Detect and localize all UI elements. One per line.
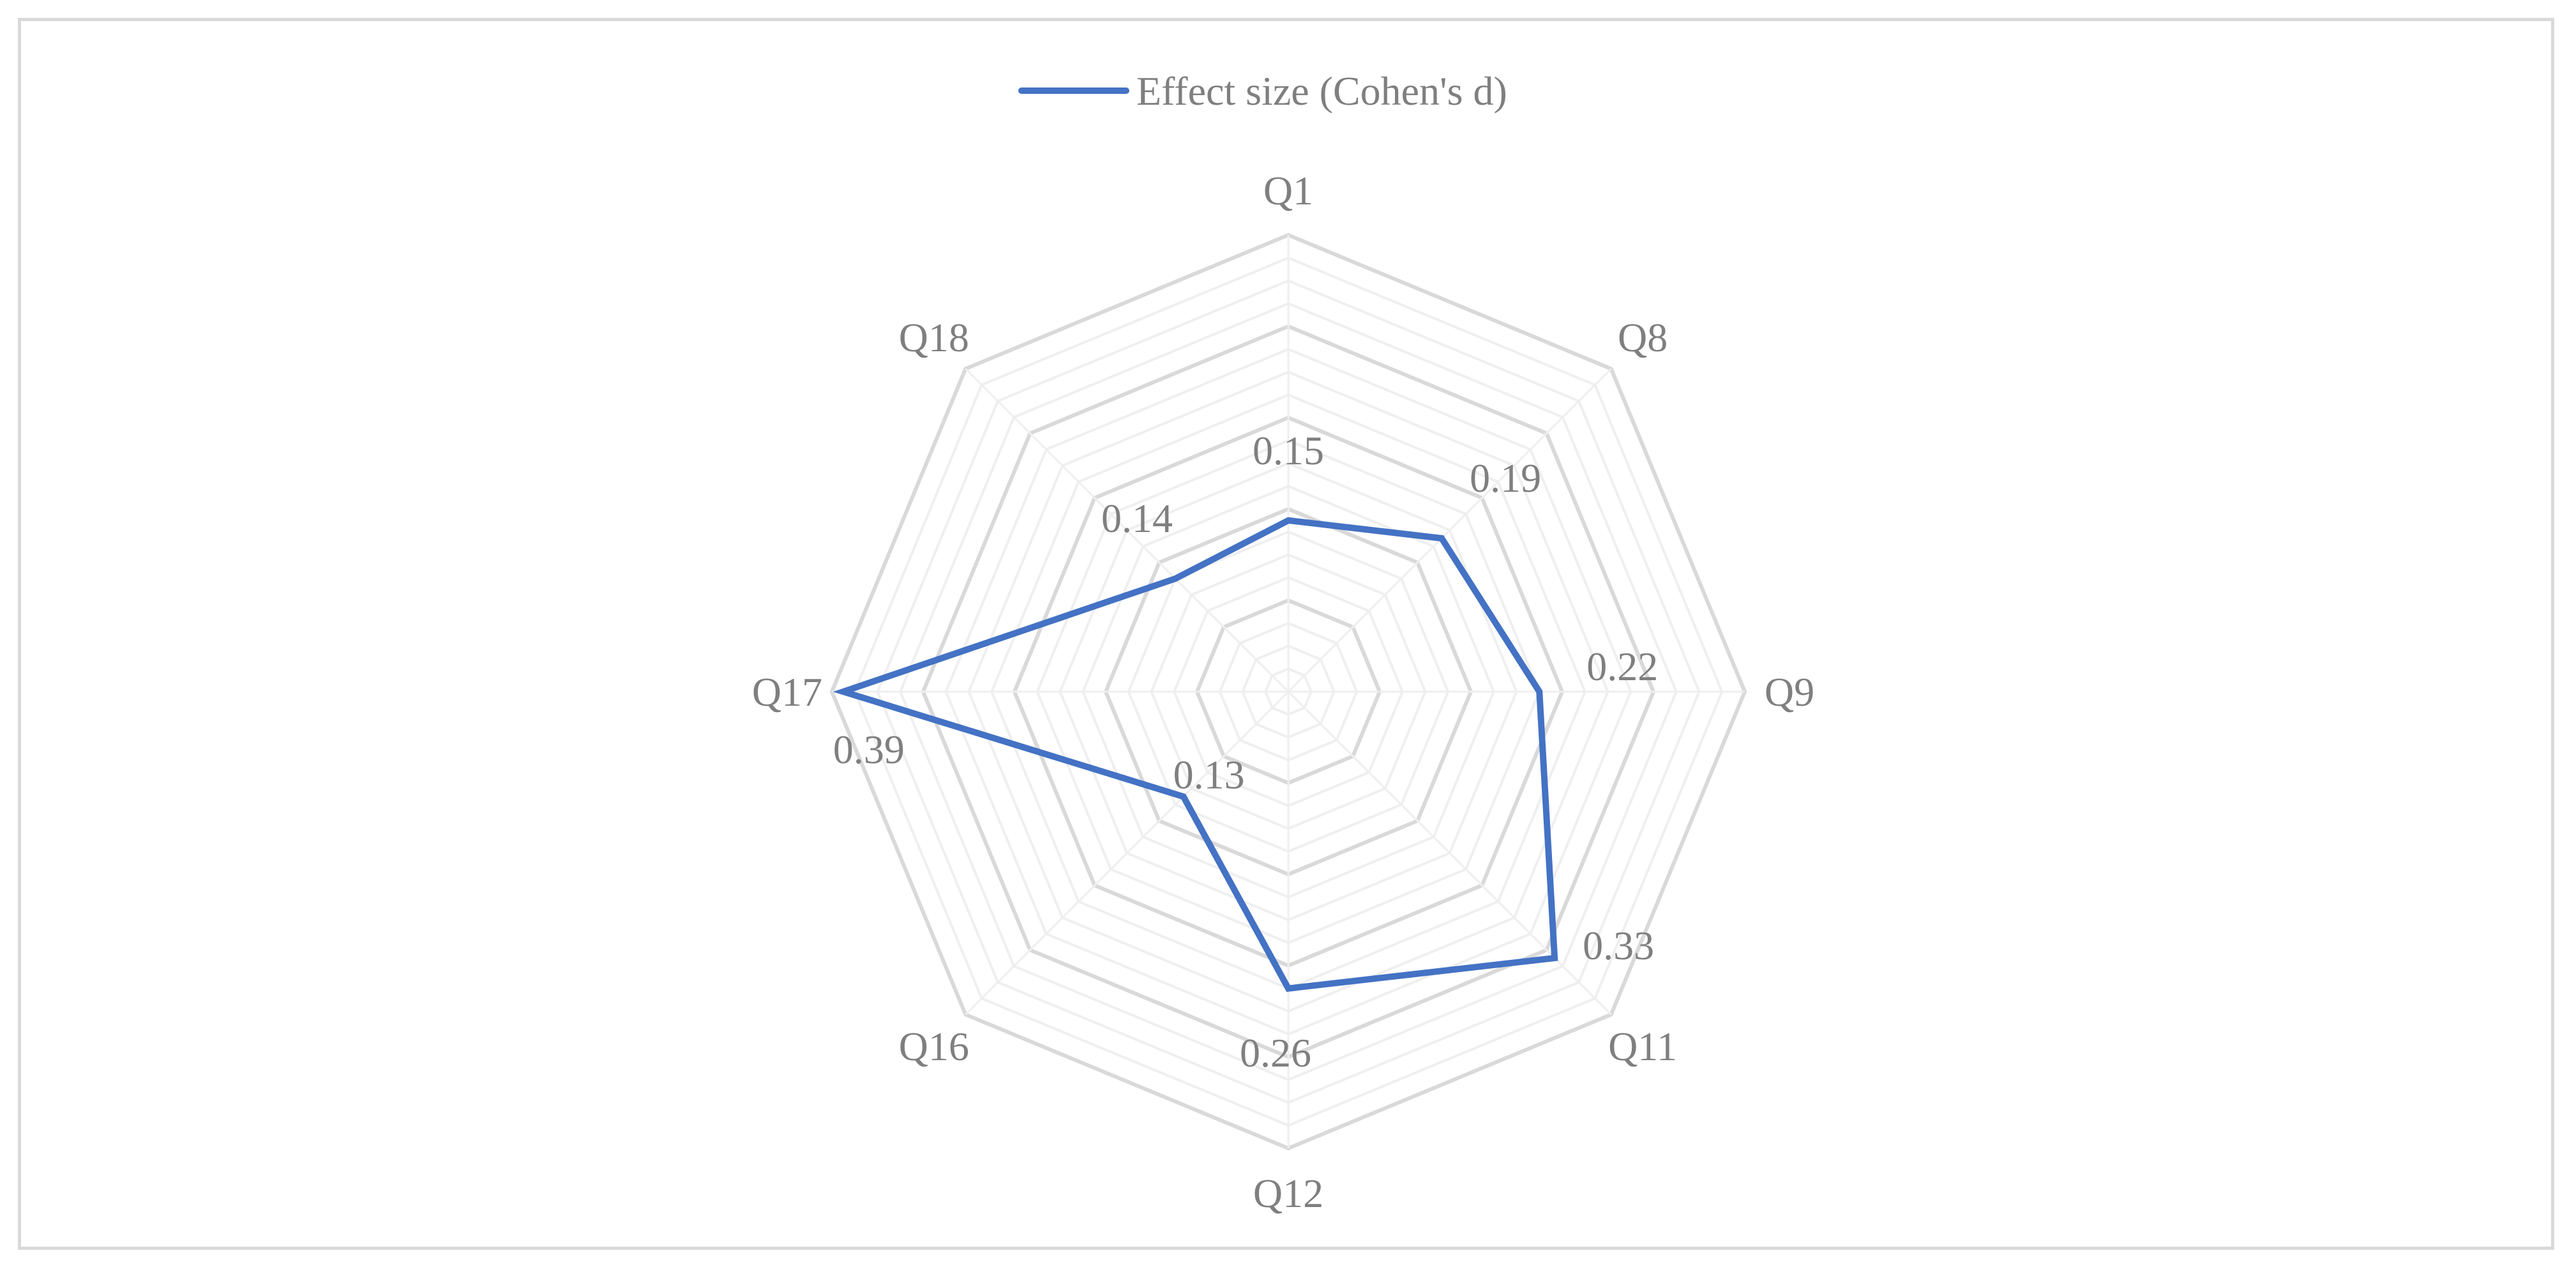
axis-label-q16: Q16	[899, 1024, 969, 1069]
data-point-q11	[1554, 957, 1556, 959]
data-label-q1: 0.15	[1253, 428, 1324, 473]
axis-label-q9: Q9	[1765, 669, 1814, 715]
data-point-q18	[1175, 578, 1177, 580]
data-point-q8	[1441, 537, 1443, 539]
data-labels: 0.15 0.19 0.22 0.33 0.26 0.13 0.39 0.14	[833, 428, 1658, 1075]
data-point-q17	[842, 691, 844, 692]
data-point-q9	[1539, 691, 1540, 692]
axis-label-q1: Q1	[1263, 168, 1313, 213]
data-point-q12	[1288, 987, 1289, 989]
legend: Effect size (Cohen's d)	[1018, 68, 1507, 114]
data-label-q9: 0.22	[1586, 644, 1658, 689]
data-label-q17: 0.39	[833, 727, 905, 772]
data-label-q16: 0.13	[1173, 752, 1245, 797]
axis-labels: Q1 Q8 Q9 Q11 Q12 Q16 Q17 Q18	[752, 168, 1814, 1216]
data-label-q8: 0.19	[1470, 455, 1541, 501]
axis-label-q18: Q18	[899, 315, 969, 360]
data-label-q12: 0.26	[1240, 1030, 1311, 1075]
axis-label-q17: Q17	[752, 669, 822, 715]
radar-spokes	[832, 235, 1745, 1148]
data-label-q18: 0.14	[1101, 496, 1173, 541]
spoke-q18	[965, 368, 1290, 693]
chart-area	[18, 18, 2554, 1250]
axis-label-q11: Q11	[1608, 1024, 1677, 1069]
legend-label: Effect size (Cohen's d)	[1136, 68, 1507, 114]
axis-label-q8: Q8	[1618, 315, 1668, 360]
data-label-q11: 0.33	[1583, 923, 1654, 968]
spoke-q8	[1287, 368, 1612, 693]
series-layer	[832, 517, 1558, 992]
data-point-q16	[1182, 796, 1184, 798]
spoke-q16	[965, 690, 1290, 1015]
axis-label-q12: Q12	[1253, 1171, 1323, 1216]
data-point-q1	[1288, 519, 1289, 521]
